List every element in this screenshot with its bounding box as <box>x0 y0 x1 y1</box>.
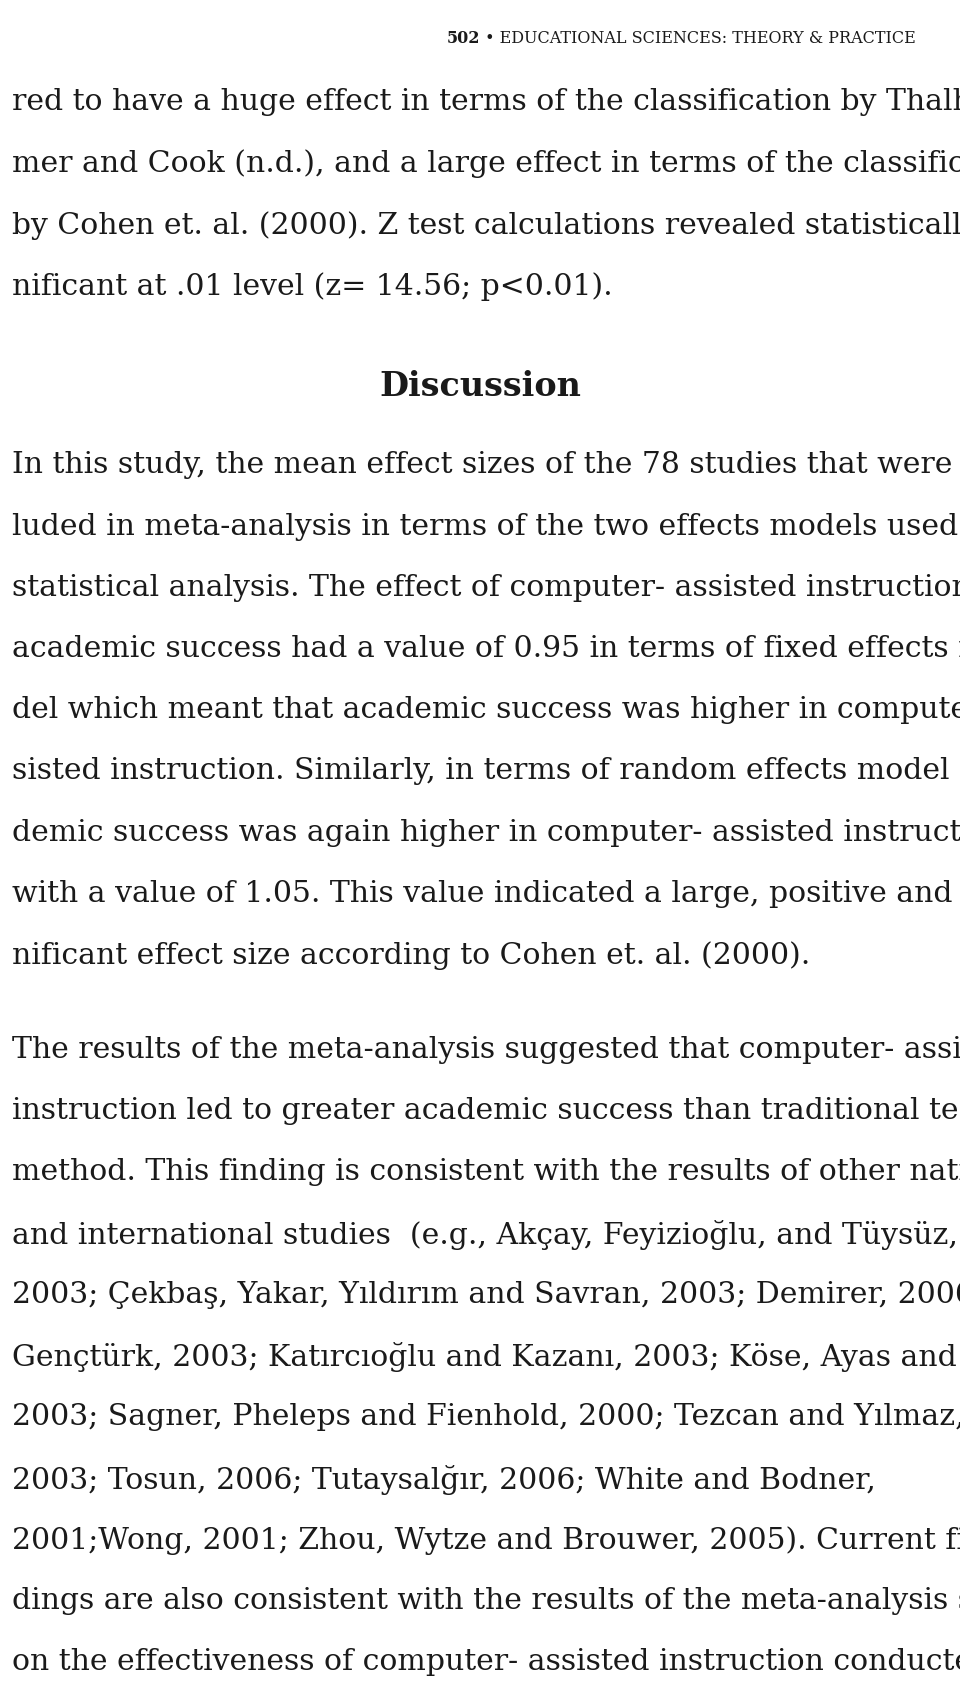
Text: 502: 502 <box>446 30 480 47</box>
Text: Gençtürk, 2003; Katırcıoğlu and Kazanı, 2003; Köse, Ayas and Taş,: Gençtürk, 2003; Katırcıoğlu and Kazanı, … <box>12 1342 960 1372</box>
Text: 2003; Çekbaş, Yakar, Yıldırım and Savran, 2003; Demirer, 2006;: 2003; Çekbaş, Yakar, Yıldırım and Savran… <box>12 1281 960 1308</box>
Text: on the effectiveness of computer- assisted instruction conducted by: on the effectiveness of computer- assist… <box>12 1649 960 1676</box>
Text: by Cohen et. al. (2000). Z test calculations revealed statistically sig-: by Cohen et. al. (2000). Z test calculat… <box>12 211 960 239</box>
Text: • EDUCATIONAL SCIENCES: THEORY & PRACTICE: • EDUCATIONAL SCIENCES: THEORY & PRACTIC… <box>480 30 916 47</box>
Text: red to have a huge effect in terms of the classification by Thalhei-: red to have a huge effect in terms of th… <box>12 88 960 116</box>
Text: The results of the meta-analysis suggested that computer- assisted: The results of the meta-analysis suggest… <box>12 1035 960 1064</box>
Text: nificant effect size according to Cohen et. al. (2000).: nificant effect size according to Cohen … <box>12 941 810 969</box>
Text: In this study, the mean effect sizes of the 78 studies that were inc-: In this study, the mean effect sizes of … <box>12 452 960 479</box>
Text: sisted instruction. Similarly, in terms of random effects model aca-: sisted instruction. Similarly, in terms … <box>12 757 960 786</box>
Text: dings are also consistent with the results of the meta-analysis study: dings are also consistent with the resul… <box>12 1587 960 1615</box>
Text: demic success was again higher in computer- assisted instruction: demic success was again higher in comput… <box>12 819 960 846</box>
Text: and international studies  (e.g., Akçay, Feyizioğlu, and Tüysüz,: and international studies (e.g., Akçay, … <box>12 1219 957 1249</box>
Text: luded in meta-analysis in terms of the two effects models used for: luded in meta-analysis in terms of the t… <box>12 513 960 541</box>
Text: mer and Cook (n.d.), and a large effect in terms of the classification: mer and Cook (n.d.), and a large effect … <box>12 150 960 179</box>
Text: 2001;Wong, 2001; Zhou, Wytze and Brouwer, 2005). Current fin-: 2001;Wong, 2001; Zhou, Wytze and Brouwer… <box>12 1526 960 1554</box>
Text: method. This finding is consistent with the results of other national: method. This finding is consistent with … <box>12 1158 960 1187</box>
Text: Discussion: Discussion <box>379 369 581 403</box>
Text: nificant at .01 level (z= 14.56; p<0.01).: nificant at .01 level (z= 14.56; p<0.01)… <box>12 271 612 300</box>
Text: academic success had a value of 0.95 in terms of fixed effects mo-: academic success had a value of 0.95 in … <box>12 636 960 663</box>
Text: 2003; Tosun, 2006; Tutaysalğır, 2006; White and Bodner,: 2003; Tosun, 2006; Tutaysalğır, 2006; Wh… <box>12 1465 876 1494</box>
Text: del which meant that academic success was higher in computer- as-: del which meant that academic success wa… <box>12 696 960 725</box>
Text: instruction led to greater academic success than traditional teaching: instruction led to greater academic succ… <box>12 1098 960 1125</box>
Text: with a value of 1.05. This value indicated a large, positive and sig-: with a value of 1.05. This value indicat… <box>12 880 960 907</box>
Text: statistical analysis. The effect of computer- assisted instruction on: statistical analysis. The effect of comp… <box>12 573 960 602</box>
Text: 2003; Sagner, Pheleps and Fienhold, 2000; Tezcan and Yılmaz,: 2003; Sagner, Pheleps and Fienhold, 2000… <box>12 1403 960 1431</box>
